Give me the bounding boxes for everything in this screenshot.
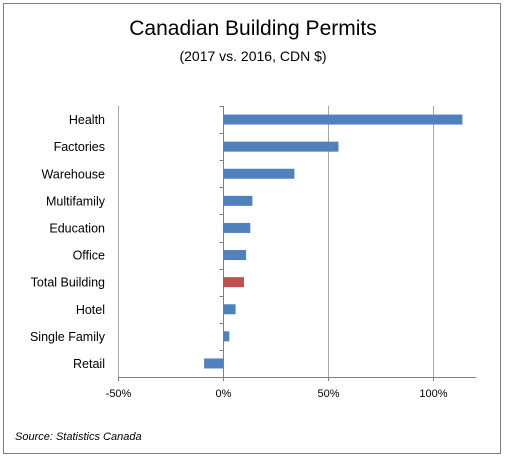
category-label: Office [73, 249, 105, 263]
category-label: Total Building [31, 276, 105, 290]
source-note: Source: Statistics Canada [15, 431, 142, 443]
category-label: Retail [73, 357, 105, 371]
x-tick-label: 50% [317, 388, 339, 400]
bar [223, 250, 247, 261]
x-tick-label: 100% [419, 388, 447, 400]
chart-title: Canadian Building Permits [129, 17, 377, 40]
bar [223, 195, 253, 206]
bar [223, 141, 339, 152]
bar [223, 114, 463, 125]
bar [223, 331, 230, 342]
category-label: Health [69, 113, 105, 127]
bar [223, 222, 251, 233]
bar [223, 277, 244, 288]
category-label: Single Family [30, 330, 106, 344]
category-label: Multifamily [46, 194, 106, 208]
x-tick-label: 0% [216, 388, 232, 400]
bar [223, 304, 236, 315]
chart-frame [3, 3, 501, 454]
x-tick-label: -50% [106, 388, 132, 400]
bar [223, 168, 295, 179]
chart-subtitle: (2017 vs. 2016, CDN $) [179, 48, 327, 64]
category-label: Warehouse [42, 167, 106, 181]
category-label: Hotel [76, 303, 105, 317]
bar [204, 358, 223, 369]
category-label: Factories [54, 140, 105, 154]
category-label: Education [49, 221, 105, 235]
